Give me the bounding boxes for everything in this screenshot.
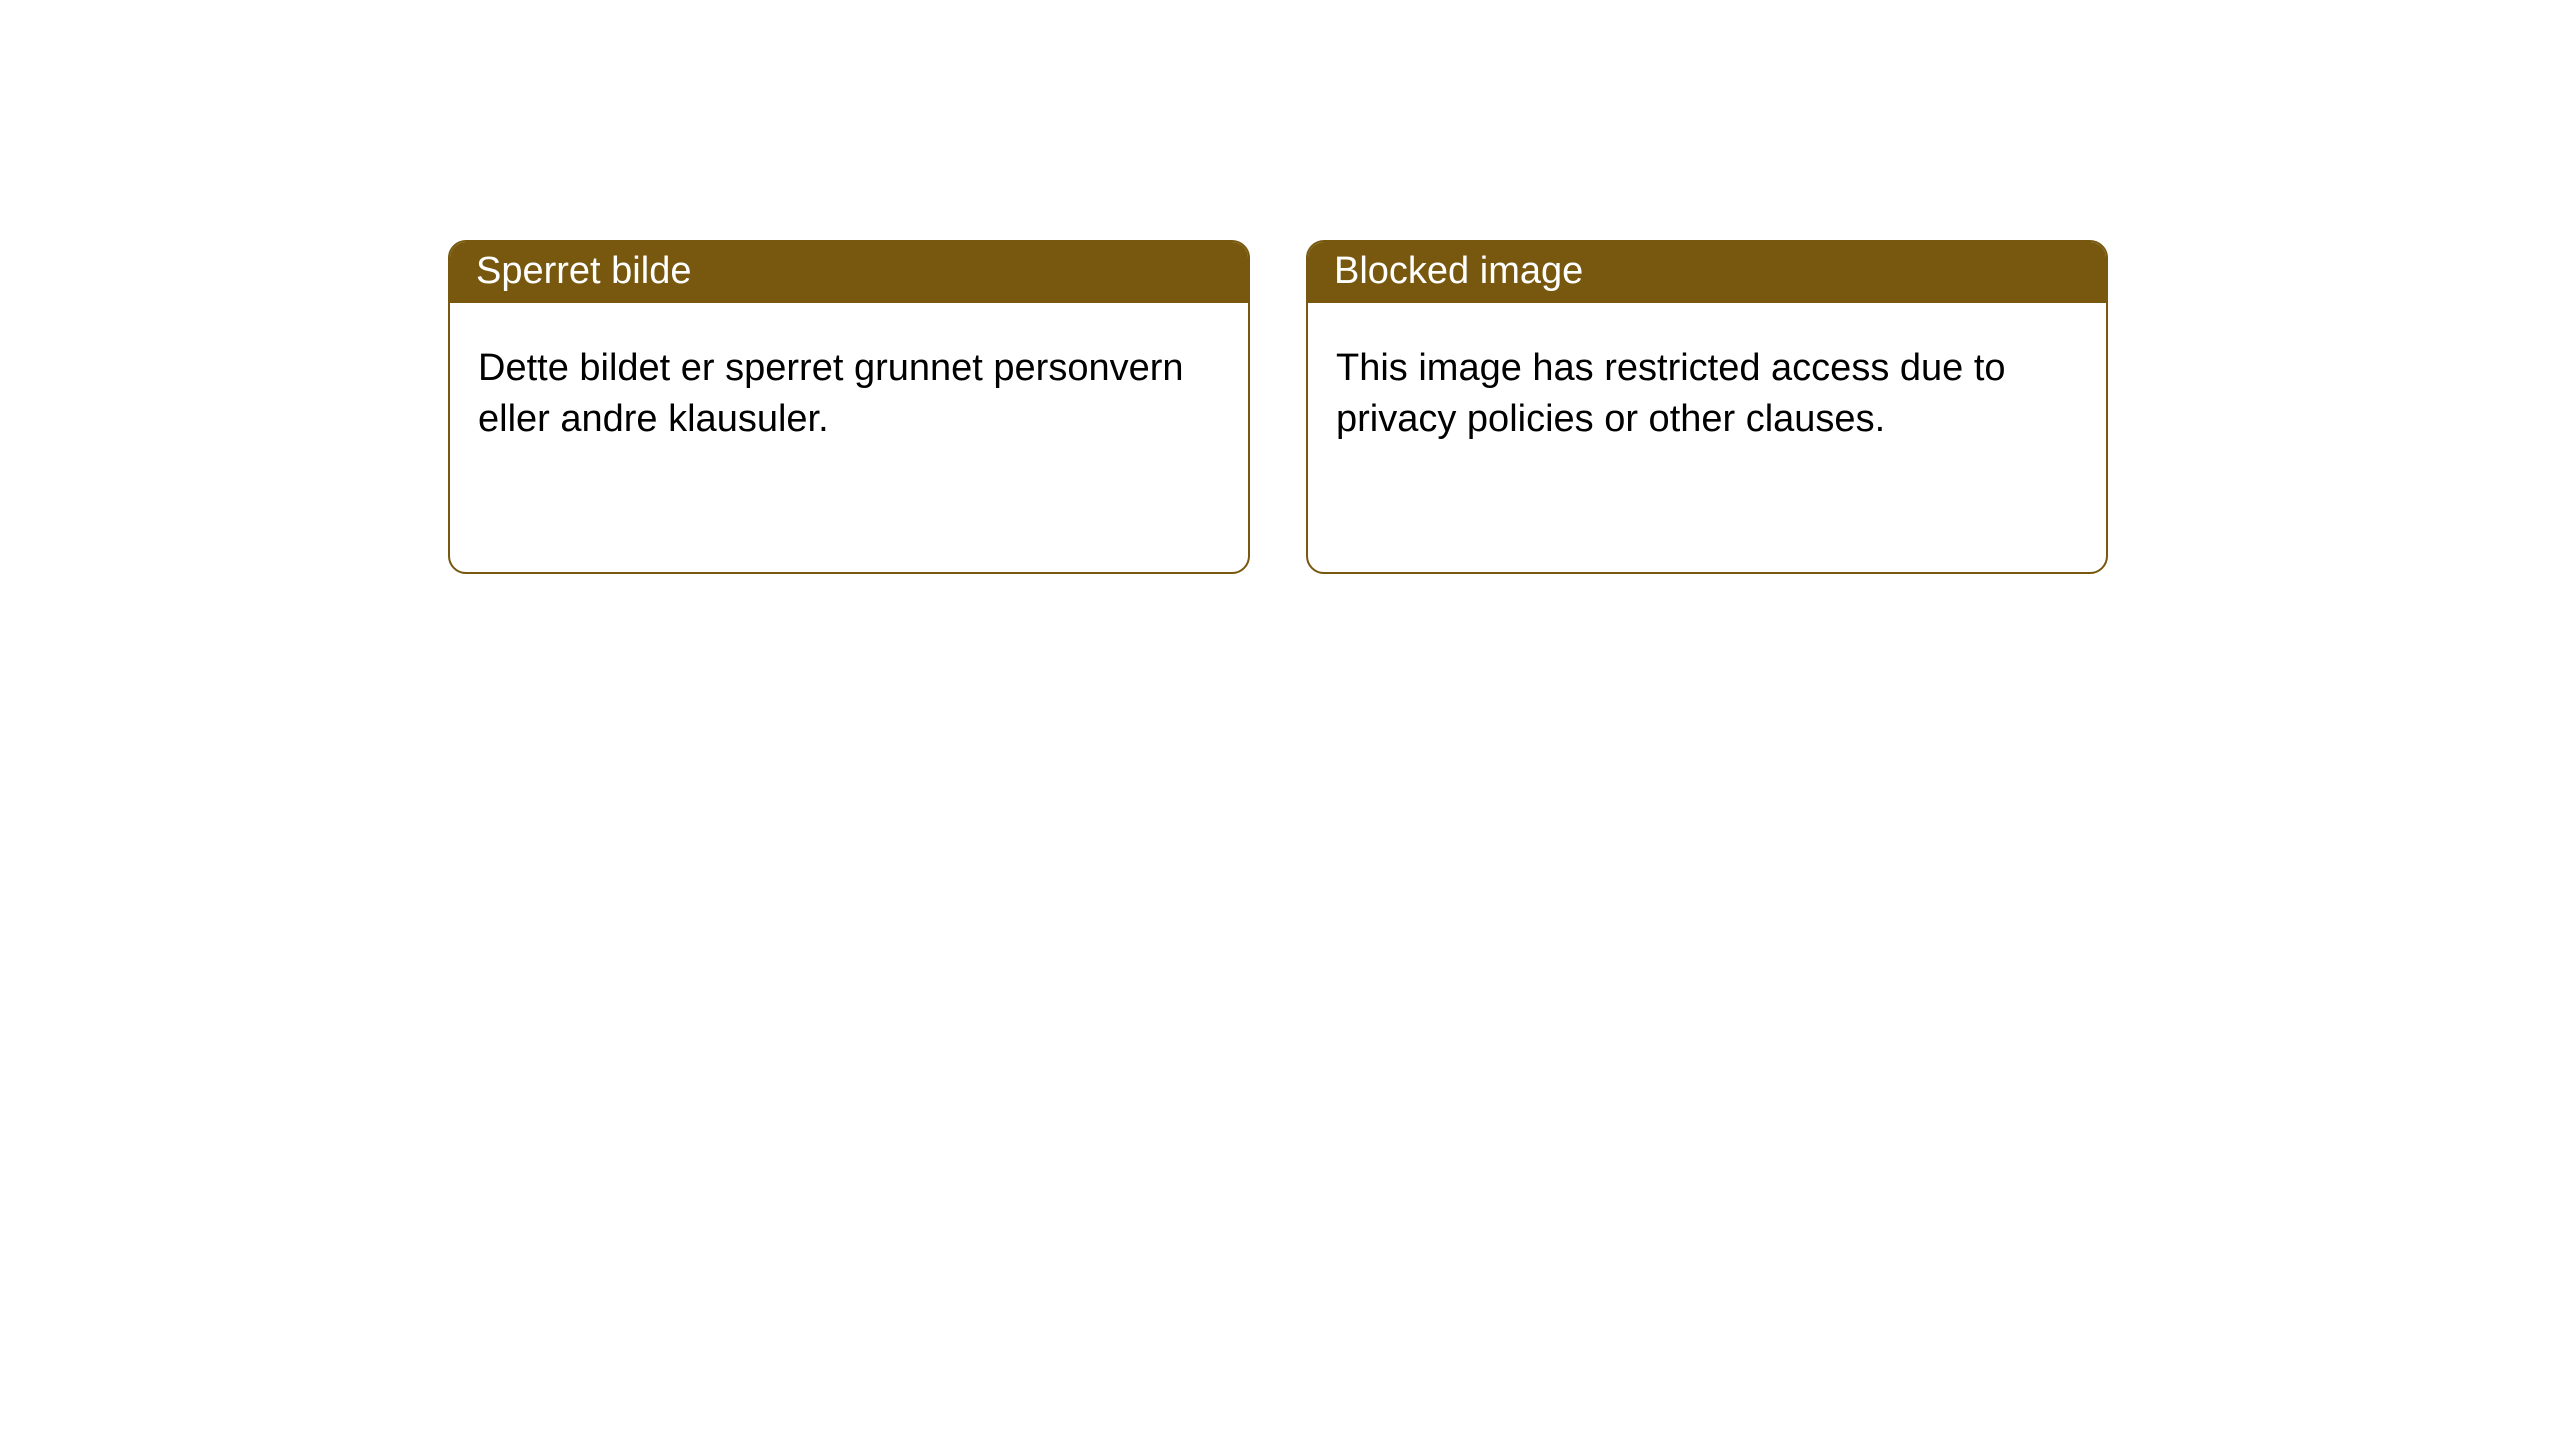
card-message: Dette bildet er sperret grunnet personve… (478, 343, 1220, 446)
card-message: This image has restricted access due to … (1336, 343, 2078, 446)
card-header: Sperret bilde (450, 242, 1248, 303)
card-header: Blocked image (1308, 242, 2106, 303)
notice-container: Sperret bilde Dette bildet er sperret gr… (448, 240, 2108, 574)
notice-card-english: Blocked image This image has restricted … (1306, 240, 2108, 574)
notice-card-norwegian: Sperret bilde Dette bildet er sperret gr… (448, 240, 1250, 574)
card-title: Blocked image (1334, 250, 1583, 292)
card-body: This image has restricted access due to … (1308, 303, 2106, 486)
card-body: Dette bildet er sperret grunnet personve… (450, 303, 1248, 486)
card-title: Sperret bilde (476, 250, 691, 292)
